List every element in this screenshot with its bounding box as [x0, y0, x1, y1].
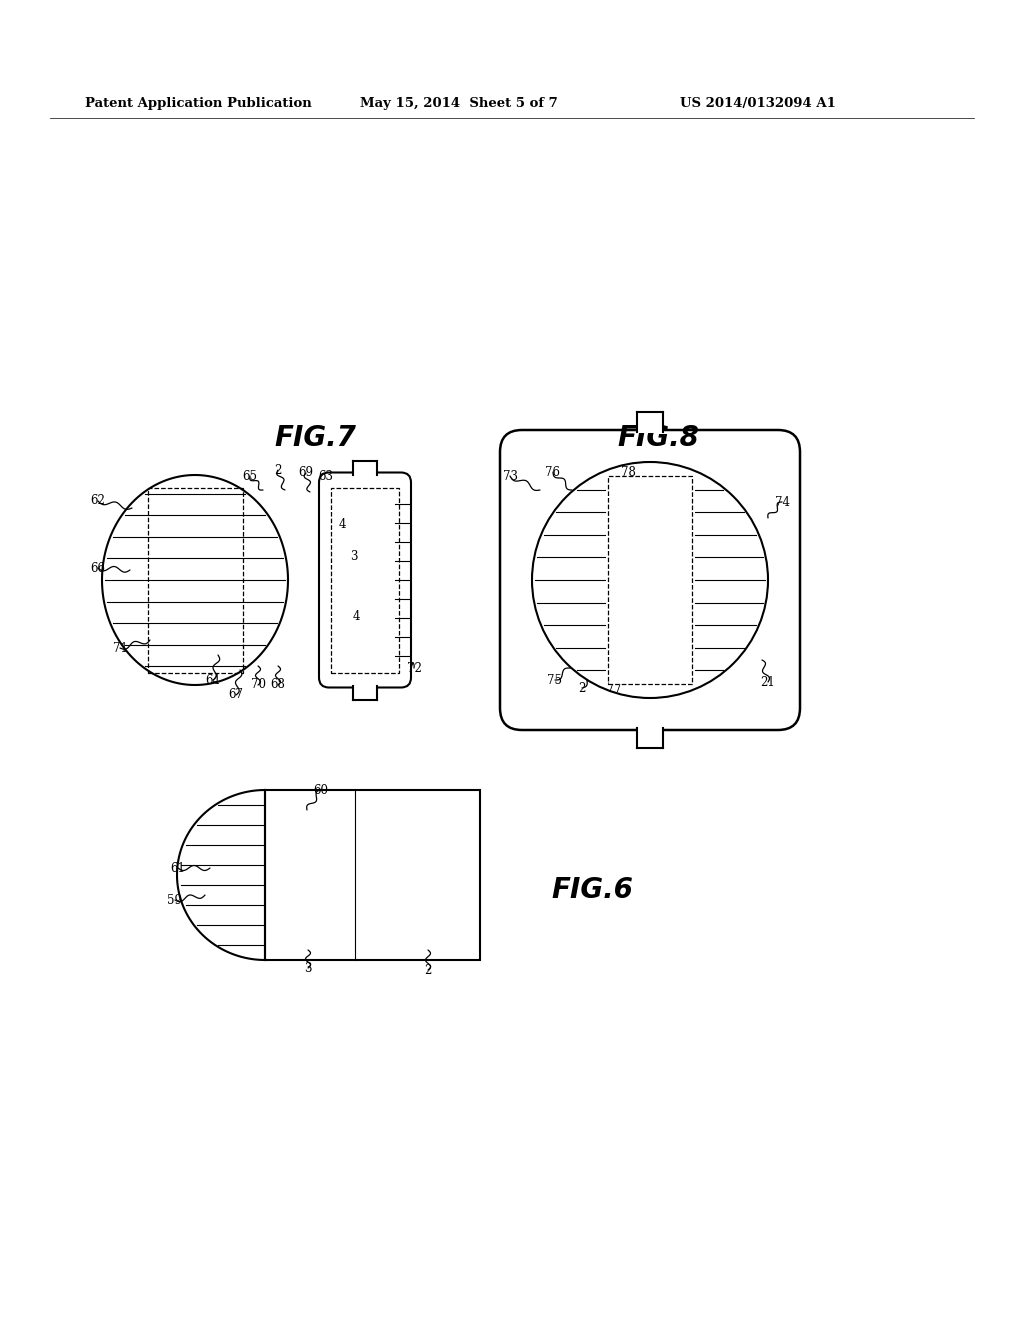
- Bar: [353, 454, 377, 484]
- Ellipse shape: [532, 462, 768, 698]
- Text: 77: 77: [606, 681, 622, 694]
- Text: 2: 2: [424, 964, 432, 977]
- Text: 70: 70: [251, 678, 265, 692]
- Text: FIG.8: FIG.8: [617, 424, 699, 451]
- Text: 21: 21: [761, 676, 775, 689]
- Text: 3: 3: [629, 586, 636, 598]
- Bar: [637, 407, 663, 433]
- Text: FIG.6: FIG.6: [551, 876, 633, 904]
- Bar: [331, 487, 399, 672]
- Text: 67: 67: [228, 689, 244, 701]
- Bar: [637, 727, 663, 752]
- Text: 65: 65: [243, 470, 257, 483]
- FancyBboxPatch shape: [319, 473, 411, 688]
- Bar: [265, 789, 480, 960]
- Text: 2: 2: [579, 681, 586, 694]
- Bar: [608, 477, 692, 684]
- Text: 4: 4: [352, 610, 359, 623]
- Text: 66: 66: [90, 561, 105, 574]
- Text: 60: 60: [313, 784, 329, 796]
- Text: US 2014/0132094 A1: US 2014/0132094 A1: [680, 96, 836, 110]
- Text: 3: 3: [350, 549, 357, 562]
- Text: 76: 76: [546, 466, 560, 479]
- Text: 2: 2: [274, 463, 282, 477]
- Text: 68: 68: [270, 678, 286, 692]
- Text: 3: 3: [304, 961, 311, 974]
- Bar: [353, 676, 377, 706]
- Text: May 15, 2014  Sheet 5 of 7: May 15, 2014 Sheet 5 of 7: [360, 96, 558, 110]
- Text: FIG.7: FIG.7: [274, 424, 356, 451]
- Text: 71: 71: [113, 642, 127, 655]
- FancyBboxPatch shape: [500, 430, 800, 730]
- Text: 63: 63: [318, 470, 334, 483]
- Text: 72: 72: [407, 661, 422, 675]
- Text: 78: 78: [621, 466, 636, 479]
- Text: 4: 4: [631, 549, 639, 561]
- Text: Patent Application Publication: Patent Application Publication: [85, 96, 311, 110]
- Text: 69: 69: [299, 466, 313, 479]
- Text: 59: 59: [168, 894, 182, 907]
- Text: 75: 75: [548, 673, 562, 686]
- Text: 61: 61: [171, 862, 185, 874]
- Text: 64: 64: [206, 673, 220, 686]
- Text: 4: 4: [338, 517, 346, 531]
- Text: 74: 74: [774, 495, 790, 508]
- Bar: [147, 487, 243, 672]
- Text: 73: 73: [503, 470, 517, 483]
- Text: 3: 3: [669, 586, 676, 598]
- Text: 62: 62: [90, 495, 105, 507]
